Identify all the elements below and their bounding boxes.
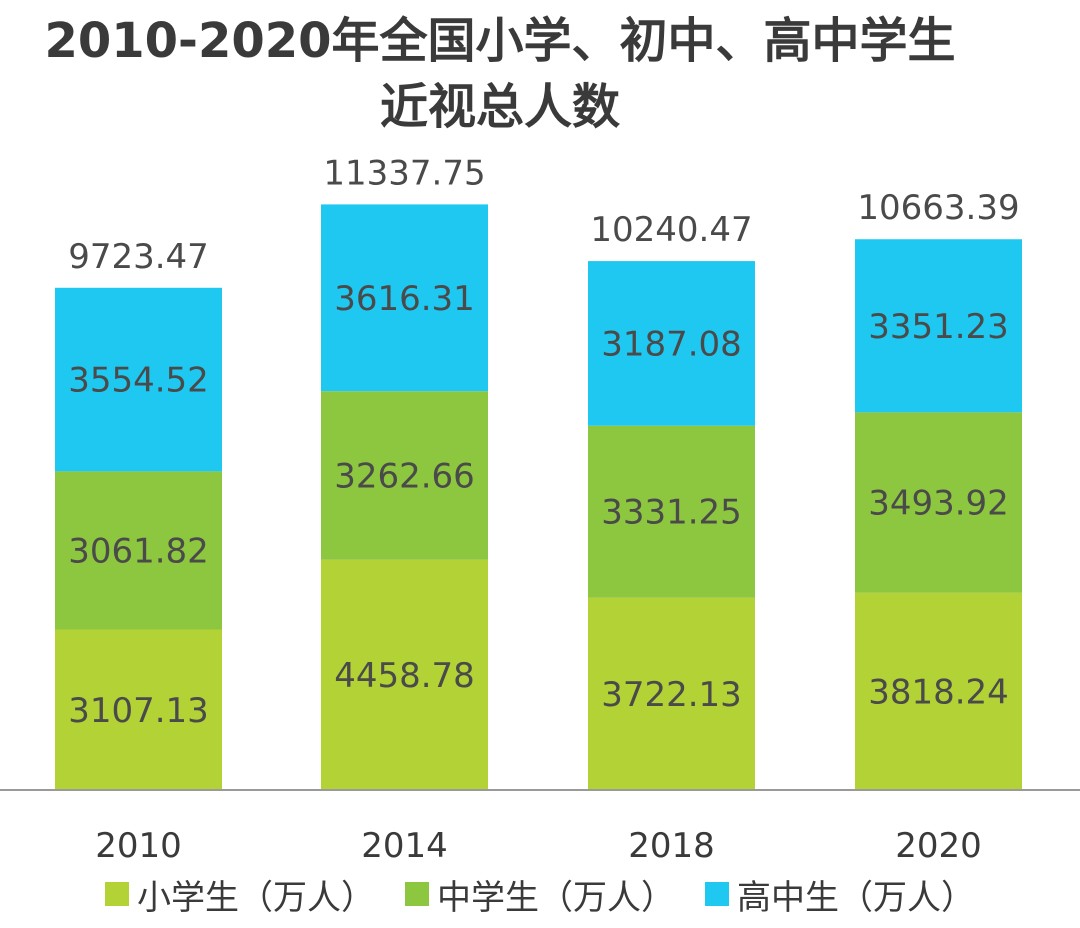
legend-swatch-high: [705, 882, 729, 906]
bar-segment-2020-series-1: [855, 412, 1022, 593]
chart-title-line-1: 2010-2020年全国小学、初中、高中学生: [44, 13, 956, 69]
bar-segment-2014-series-1: [321, 391, 488, 560]
total-label-2020: 10663.39: [857, 188, 1019, 228]
bar-segment-2014-series-2: [321, 204, 488, 392]
legend-swatch-primary: [105, 882, 129, 906]
x-tick-label-2020: 2020: [895, 826, 982, 866]
total-label-2014: 11337.75: [323, 153, 485, 193]
data-label-2014-series-1: 3262.66: [334, 456, 475, 496]
legend-item-primary: 小学生（万人）: [105, 870, 375, 919]
data-label-2014-series-0: 4458.78: [334, 656, 475, 696]
data-label-2010-series-2: 3554.52: [68, 361, 209, 401]
x-tick-label-2010: 2010: [95, 826, 182, 866]
legend-item-middle: 中学生（万人）: [405, 870, 675, 919]
legend-label-high: 高中生（万人）: [737, 877, 975, 918]
data-label-2018-series-0: 3722.13: [601, 675, 742, 715]
chart-title: 2010-2020年全国小学、初中、高中学生 近视总人数: [0, 8, 1000, 140]
x-tick-label-2014: 2014: [361, 826, 448, 866]
bar-segment-2014-series-0: [321, 559, 488, 790]
bar-segment-2020-series-2: [855, 239, 1022, 413]
data-label-2018-series-2: 3187.08: [601, 324, 742, 364]
legend: 小学生（万人） 中学生（万人） 高中生（万人）: [0, 866, 1080, 922]
legend-label-primary: 小学生（万人）: [137, 877, 375, 918]
data-label-2020-series-1: 3493.92: [868, 484, 1009, 524]
data-label-2010-series-1: 3061.82: [68, 531, 209, 571]
bar-segment-2010-series-1: [55, 471, 222, 630]
legend-label-middle: 中学生（万人）: [437, 877, 675, 918]
legend-item-high: 高中生（万人）: [705, 870, 975, 919]
data-label-2018-series-1: 3331.25: [601, 493, 742, 533]
legend-swatch-middle: [405, 882, 429, 906]
bar-segment-2018-series-0: [588, 597, 755, 790]
total-label-2010: 9723.47: [68, 237, 209, 277]
data-label-2010-series-0: 3107.13: [68, 691, 209, 731]
bar-segment-2020-series-0: [855, 592, 1022, 790]
bar-segment-2018-series-2: [588, 261, 755, 426]
data-label-2020-series-2: 3351.23: [868, 307, 1009, 347]
x-tick-label-2018: 2018: [628, 826, 715, 866]
data-label-2014-series-2: 3616.31: [334, 279, 475, 319]
bar-segment-2010-series-2: [55, 287, 222, 472]
chart-title-line-2: 近视总人数: [379, 79, 620, 135]
bar-segment-2010-series-0: [55, 629, 222, 790]
bar-segment-2018-series-1: [588, 425, 755, 598]
data-label-2020-series-0: 3818.24: [868, 672, 1009, 712]
total-label-2018: 10240.47: [590, 210, 752, 250]
